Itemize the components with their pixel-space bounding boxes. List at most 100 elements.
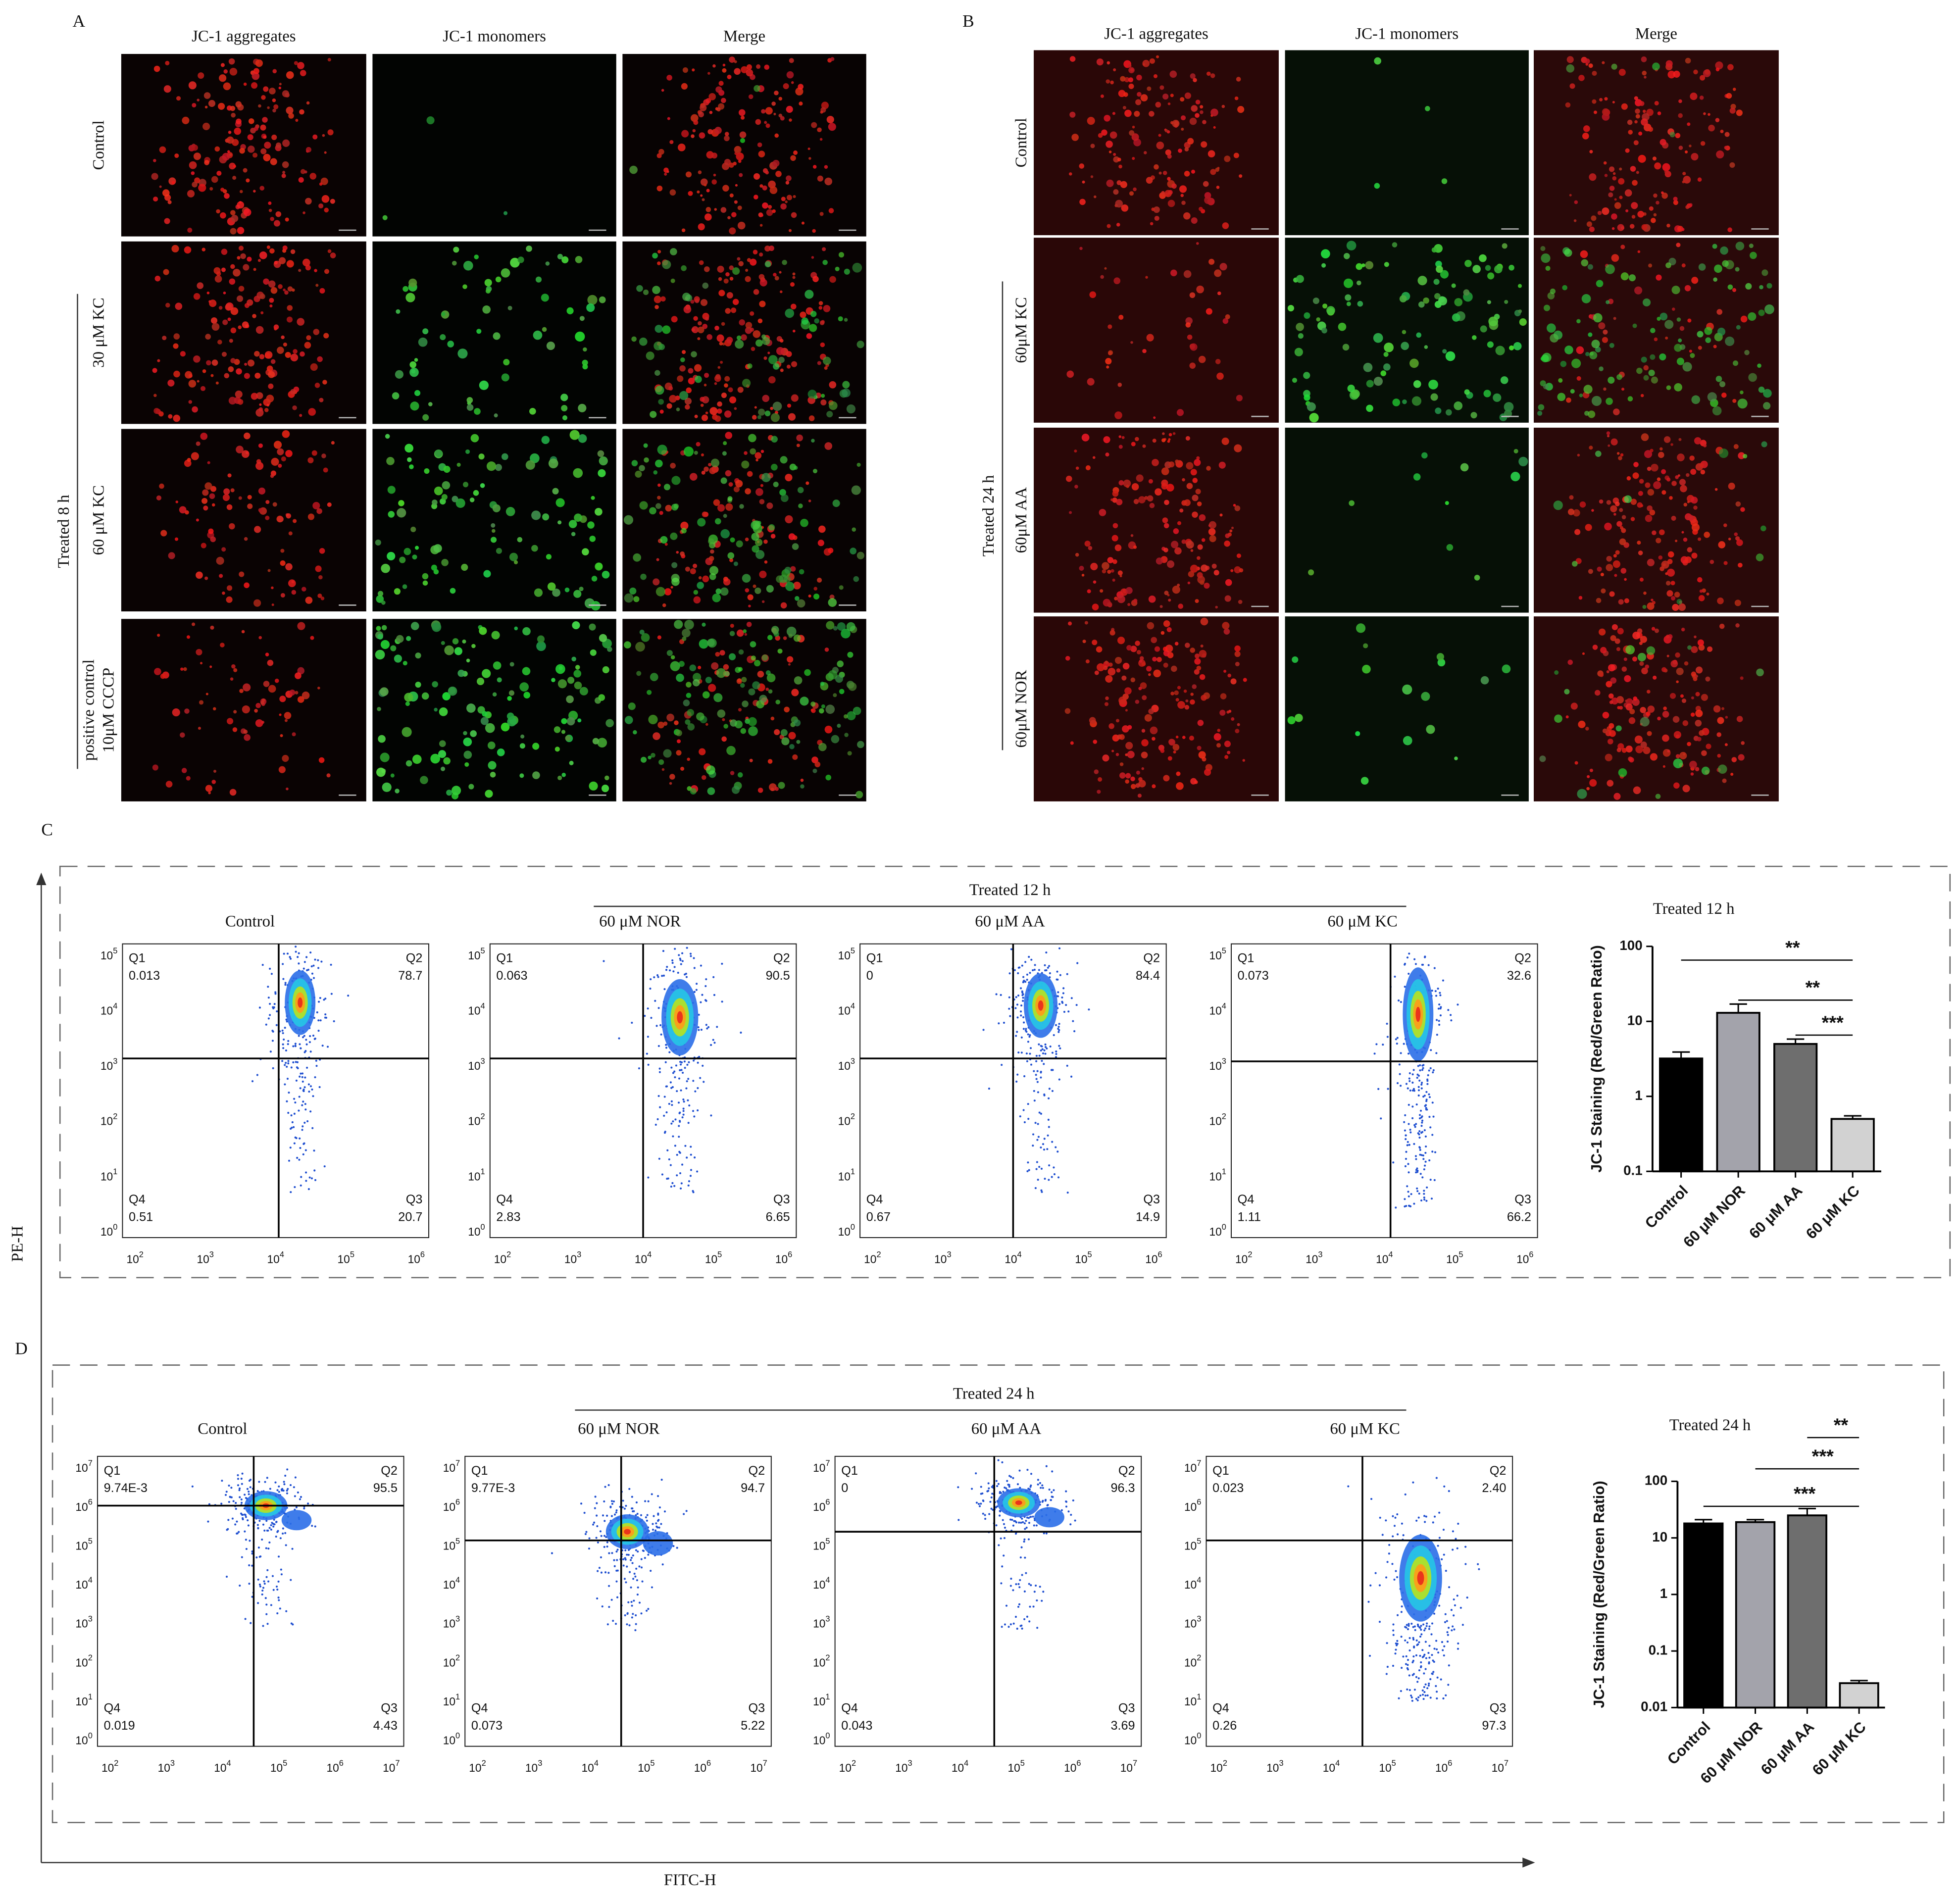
red-cell bbox=[1690, 92, 1698, 100]
red-cell bbox=[791, 689, 799, 697]
event bbox=[1041, 1048, 1044, 1050]
red-cell bbox=[775, 171, 782, 177]
tick-label: 102 bbox=[864, 1250, 881, 1266]
red-cell bbox=[180, 667, 184, 671]
red-cell bbox=[757, 142, 762, 148]
tick-base: 10 bbox=[75, 1539, 88, 1552]
event bbox=[643, 1549, 645, 1552]
red-cell bbox=[1179, 508, 1184, 513]
micrograph bbox=[1534, 427, 1779, 613]
event bbox=[1058, 1045, 1060, 1047]
red-cell bbox=[744, 633, 748, 636]
green-cell bbox=[828, 598, 837, 607]
red-cell bbox=[1658, 451, 1664, 458]
event bbox=[654, 999, 656, 1002]
green-cell bbox=[529, 408, 536, 415]
red-cell bbox=[230, 677, 234, 681]
green-cell bbox=[629, 165, 638, 174]
red-cell bbox=[738, 109, 746, 116]
red-cell bbox=[760, 213, 763, 217]
green-cell bbox=[768, 355, 778, 364]
red-cell bbox=[1195, 113, 1200, 118]
event bbox=[677, 1101, 680, 1104]
event bbox=[299, 1075, 301, 1078]
red-cell bbox=[1125, 753, 1128, 756]
green-cell bbox=[759, 695, 767, 703]
red-cell bbox=[273, 220, 281, 227]
event bbox=[1405, 1134, 1407, 1137]
event bbox=[631, 1604, 633, 1607]
red-cell bbox=[213, 769, 217, 773]
green-cell bbox=[712, 593, 721, 602]
green-cell bbox=[404, 693, 413, 702]
event bbox=[1047, 1134, 1049, 1137]
red-cell bbox=[1182, 736, 1186, 739]
red-cell bbox=[189, 161, 197, 169]
red-cell bbox=[1187, 334, 1193, 340]
red-cell bbox=[1136, 474, 1144, 482]
event bbox=[1058, 947, 1061, 949]
red-cell bbox=[229, 153, 232, 156]
event bbox=[263, 1529, 266, 1532]
red-cell bbox=[267, 569, 271, 572]
event bbox=[298, 1158, 301, 1161]
red-cell bbox=[229, 278, 236, 285]
red-cell bbox=[1614, 198, 1617, 201]
red-cell bbox=[704, 213, 712, 221]
green-cell bbox=[1287, 716, 1296, 725]
red-cell bbox=[807, 148, 810, 150]
red-cell bbox=[220, 188, 225, 192]
tick-exponent: 3 bbox=[209, 1250, 214, 1259]
red-cell bbox=[1740, 315, 1748, 323]
red-cell bbox=[205, 334, 211, 340]
event bbox=[712, 976, 715, 978]
red-cell bbox=[219, 74, 227, 82]
red-cell bbox=[255, 702, 261, 708]
tick-base: 10 bbox=[75, 1617, 88, 1630]
event bbox=[312, 1034, 315, 1037]
red-cell bbox=[231, 112, 236, 118]
green-cell bbox=[451, 786, 461, 796]
red-cell bbox=[708, 463, 712, 467]
quadrant-value: 0.019 bbox=[104, 1719, 135, 1733]
red-cell bbox=[697, 190, 700, 194]
green-cell bbox=[715, 588, 722, 595]
red-cell bbox=[1718, 541, 1726, 548]
red-cell bbox=[1680, 694, 1684, 698]
green-cell bbox=[782, 259, 787, 265]
green-cell bbox=[772, 401, 782, 411]
red-cell bbox=[1152, 439, 1156, 443]
quadrant-value: 32.6 bbox=[1507, 969, 1531, 983]
event bbox=[284, 1064, 286, 1066]
green-cell bbox=[382, 782, 392, 792]
green-cell bbox=[1425, 106, 1430, 111]
red-cell bbox=[1216, 186, 1220, 189]
red-cell bbox=[227, 473, 232, 478]
event bbox=[317, 967, 320, 969]
red-cell bbox=[1654, 162, 1661, 170]
red-cell bbox=[744, 451, 748, 455]
red-cell bbox=[1234, 566, 1241, 574]
green-cell bbox=[1454, 756, 1458, 760]
red-cell bbox=[281, 173, 286, 178]
red-cell bbox=[1676, 667, 1684, 675]
red-cell bbox=[1648, 127, 1654, 132]
red-cell bbox=[1632, 631, 1640, 640]
red-cell bbox=[229, 339, 233, 343]
red-cell bbox=[745, 327, 752, 334]
green-cell bbox=[1543, 384, 1549, 390]
event bbox=[237, 1484, 240, 1487]
red-cell bbox=[1070, 741, 1074, 745]
green-cell bbox=[839, 585, 844, 590]
red-cell bbox=[268, 383, 274, 389]
event bbox=[1438, 1020, 1440, 1022]
event bbox=[1051, 1176, 1053, 1178]
red-cell bbox=[240, 253, 246, 259]
event bbox=[682, 1110, 685, 1112]
red-cell bbox=[1233, 152, 1239, 158]
green-cell bbox=[636, 671, 642, 676]
red-cell bbox=[755, 458, 758, 462]
event bbox=[697, 1109, 699, 1112]
tick-exponent: 7 bbox=[395, 1759, 400, 1768]
green-cell bbox=[495, 464, 502, 471]
